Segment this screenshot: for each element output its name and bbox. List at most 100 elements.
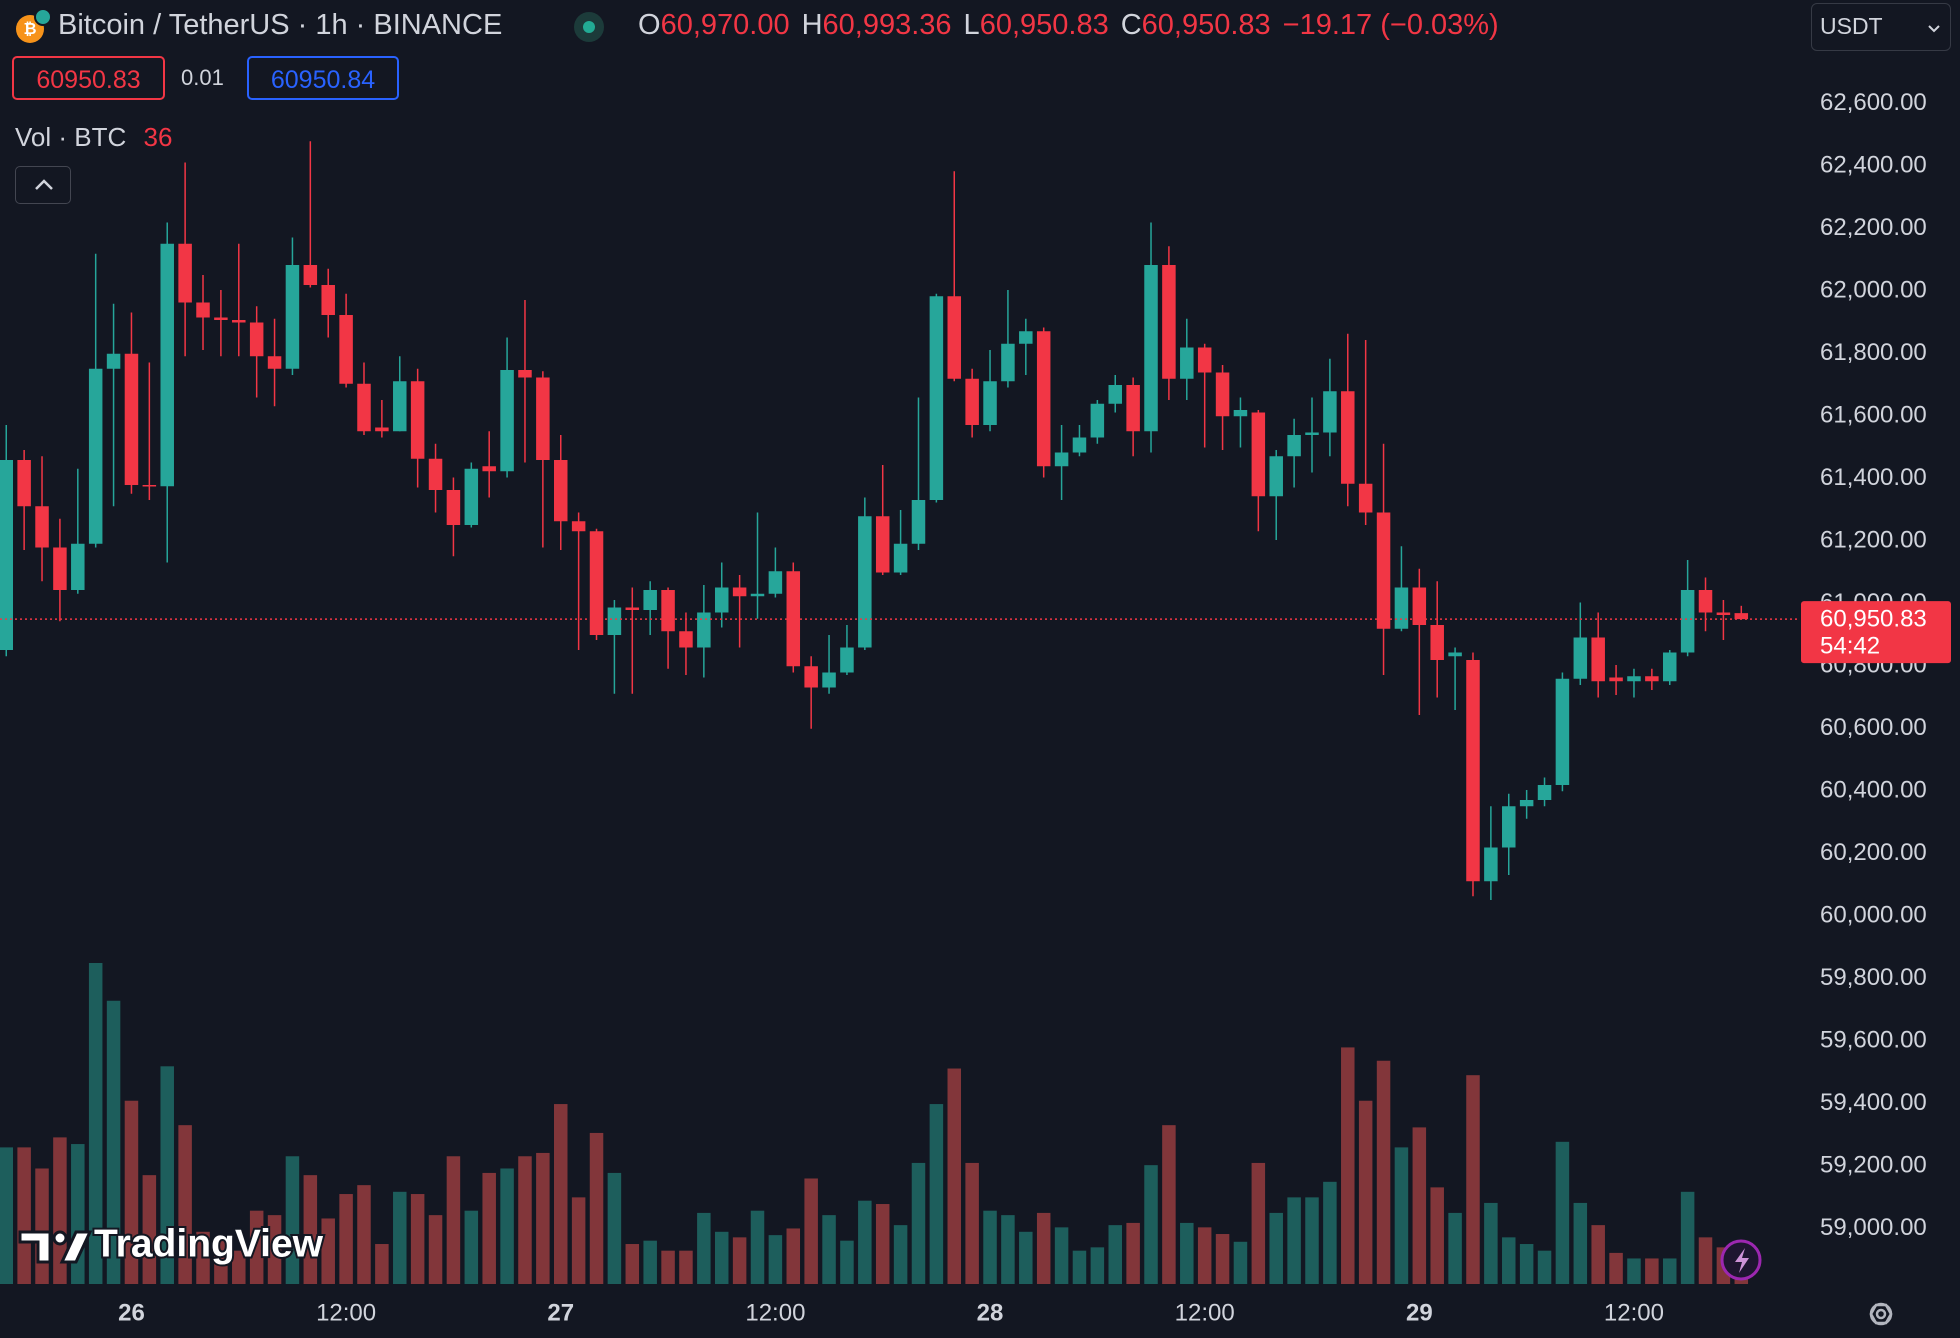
candle-body bbox=[1680, 590, 1695, 653]
ohlc-item: L60,950.83 bbox=[964, 6, 1109, 44]
candle-body bbox=[947, 296, 962, 379]
volume-bar bbox=[410, 1194, 425, 1284]
candle-body bbox=[893, 543, 908, 573]
x-tick-label: 12:00 bbox=[1604, 1299, 1664, 1326]
candle-body bbox=[1412, 587, 1427, 625]
volume-bar bbox=[1519, 1244, 1534, 1284]
ohlc-item: C60,950.83 bbox=[1121, 6, 1271, 44]
volume-bar bbox=[1573, 1202, 1588, 1284]
candle-body bbox=[714, 587, 729, 613]
volume-bar bbox=[965, 1162, 979, 1284]
candle-body bbox=[321, 285, 335, 315]
candle-body bbox=[1627, 676, 1641, 682]
currency-dropdown[interactable]: USDT bbox=[1811, 3, 1951, 51]
y-tick-label: 61,600.00 bbox=[1820, 402, 1927, 429]
candle-body bbox=[929, 296, 944, 500]
volume-bar bbox=[267, 1215, 282, 1284]
volume-bar bbox=[858, 1200, 872, 1284]
candle-body bbox=[1376, 512, 1391, 629]
volume-bar bbox=[1680, 1191, 1695, 1284]
candle-body bbox=[464, 468, 479, 525]
ohlc-item: H60,993.36 bbox=[802, 6, 952, 44]
volume-bar bbox=[1197, 1227, 1212, 1284]
candle-body bbox=[1019, 331, 1033, 344]
candle-body bbox=[1591, 637, 1605, 682]
lightning-button[interactable] bbox=[1720, 1239, 1762, 1281]
volume-bar bbox=[822, 1215, 836, 1284]
volume-bar bbox=[1001, 1215, 1015, 1284]
volume-bar bbox=[875, 1204, 890, 1284]
ohlc-value: 60,970.00 bbox=[660, 9, 790, 41]
candle-body bbox=[249, 322, 264, 357]
collapse-button[interactable] bbox=[15, 166, 71, 204]
volume-bar bbox=[804, 1178, 818, 1284]
candle-body bbox=[375, 427, 389, 432]
brand-logo: TradingView bbox=[18, 1220, 326, 1267]
candle-body bbox=[607, 607, 622, 635]
volume-bar bbox=[285, 1156, 300, 1284]
volume-bar bbox=[1412, 1127, 1427, 1284]
candle-body bbox=[1305, 432, 1319, 435]
candle-body bbox=[1537, 785, 1552, 800]
candle-body bbox=[1197, 347, 1212, 373]
volume-bar bbox=[339, 1194, 353, 1284]
candle-body bbox=[1394, 587, 1409, 629]
last-price-box bbox=[1801, 601, 1951, 664]
candle-body bbox=[339, 315, 353, 384]
volume-bar bbox=[1036, 1212, 1051, 1284]
y-tick-label: 62,400.00 bbox=[1820, 152, 1927, 179]
volume-bar bbox=[393, 1191, 407, 1284]
candle-body bbox=[1609, 677, 1623, 682]
volume-bar bbox=[1645, 1258, 1659, 1284]
volume-bar bbox=[1555, 1141, 1570, 1284]
candle-body bbox=[1144, 265, 1158, 432]
candle-body bbox=[1162, 265, 1176, 379]
volume-bar bbox=[1144, 1165, 1158, 1284]
candle-body bbox=[804, 666, 818, 688]
candle-body bbox=[1573, 637, 1588, 679]
volume-bar bbox=[768, 1235, 783, 1284]
x-tick-label: 12:00 bbox=[316, 1299, 376, 1326]
candle-body bbox=[106, 353, 121, 369]
x-tick-label: 29 bbox=[1406, 1299, 1433, 1326]
candle-body bbox=[1269, 456, 1283, 497]
volume-bar bbox=[983, 1210, 997, 1284]
spread: 0.01 bbox=[181, 65, 224, 90]
volume-bar bbox=[1090, 1247, 1105, 1284]
volume-bar bbox=[1341, 1047, 1355, 1284]
volume-bar bbox=[53, 1137, 67, 1284]
volume-bar bbox=[947, 1068, 962, 1284]
settings-button[interactable] bbox=[1869, 1302, 1893, 1326]
ohlc-value: 60,950.83 bbox=[979, 9, 1109, 41]
candle-body bbox=[768, 571, 783, 594]
candle-body bbox=[1645, 676, 1659, 682]
candle-body bbox=[1287, 435, 1301, 457]
x-tick-label: 27 bbox=[547, 1299, 574, 1326]
candle-body bbox=[1108, 385, 1122, 404]
buy-button[interactable]: 60950.84 bbox=[247, 56, 399, 100]
volume-bar bbox=[1609, 1252, 1623, 1284]
volume-bar bbox=[1251, 1162, 1266, 1284]
candle-body bbox=[840, 647, 854, 673]
candle-body bbox=[553, 460, 568, 522]
sell-button[interactable]: 60950.83 bbox=[12, 56, 165, 100]
candle-body bbox=[1698, 590, 1713, 613]
y-tick-label: 61,200.00 bbox=[1820, 527, 1927, 554]
volume-bar bbox=[196, 1231, 210, 1284]
volume-bar bbox=[536, 1152, 550, 1284]
candle-body bbox=[267, 356, 282, 369]
candle-body bbox=[17, 460, 31, 507]
volume-bar bbox=[124, 1100, 139, 1284]
volume-bar bbox=[1627, 1258, 1641, 1284]
ohlc-item: O60,970.00 bbox=[638, 6, 790, 44]
candle-body bbox=[35, 506, 49, 548]
volume-bar bbox=[249, 1210, 264, 1284]
ohlc-value: 60,993.36 bbox=[822, 9, 952, 41]
candle-body bbox=[393, 381, 407, 432]
volume-bar bbox=[0, 1147, 13, 1284]
y-tick-label: 62,000.00 bbox=[1820, 277, 1927, 304]
ohlc-value: 60,950.83 bbox=[1141, 9, 1271, 41]
candle-body bbox=[1251, 412, 1266, 497]
candle-body bbox=[965, 378, 979, 425]
